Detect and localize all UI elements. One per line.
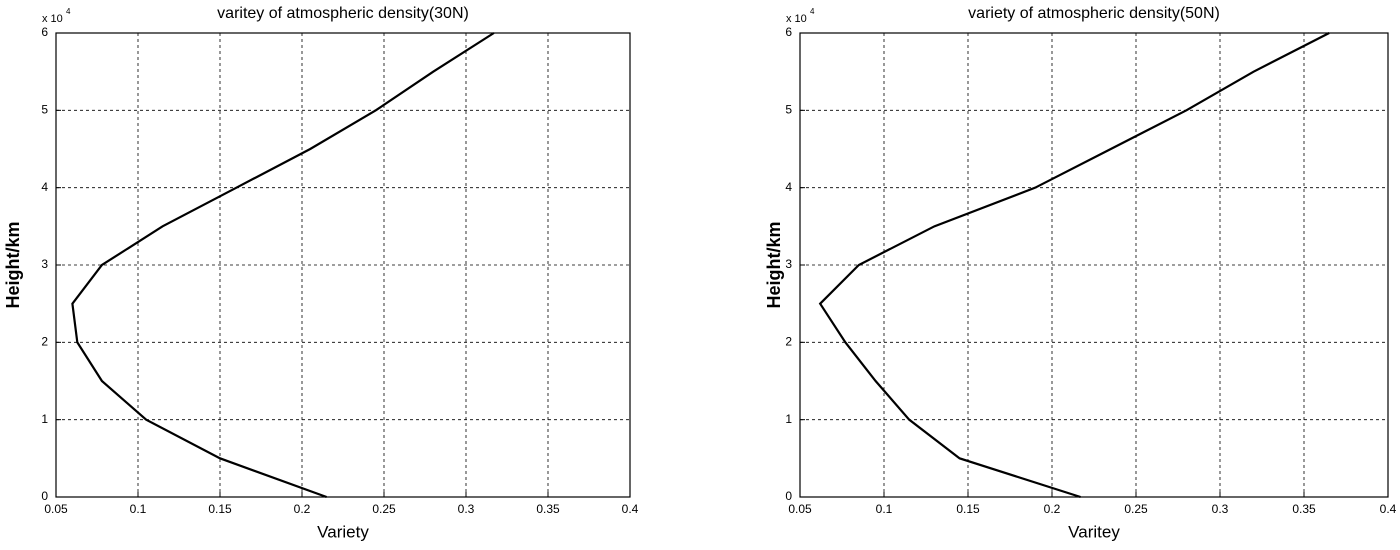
- x-tick-label: 0.1: [876, 502, 893, 516]
- x-tick-label: 0.2: [294, 502, 311, 516]
- x-tick-label: 0.15: [956, 502, 980, 516]
- y-tick-label: 3: [41, 257, 48, 271]
- x-tick-label: 0.2: [1044, 502, 1061, 516]
- y-tick-label: 0: [41, 489, 48, 503]
- x-axis-label: Varitey: [1068, 522, 1120, 541]
- y-tick-label: 6: [41, 25, 48, 39]
- x-tick-label: 0.15: [208, 502, 232, 516]
- x-tick-label: 0.4: [622, 502, 639, 516]
- x-tick-label: 0.35: [1292, 502, 1316, 516]
- x-tick-label: 0.4: [1380, 502, 1397, 516]
- x-tick-label: 0.25: [1124, 502, 1148, 516]
- plot-frame: [55, 32, 631, 498]
- x-tick-label: 0.3: [1212, 502, 1229, 516]
- x-axis-label: Variety: [317, 522, 369, 541]
- x-tick-label: 0.1: [130, 502, 147, 516]
- y-tick-label: 4: [785, 180, 792, 194]
- y-tick-label: 5: [41, 103, 48, 117]
- y-tick-label: 0: [785, 489, 792, 503]
- y-multiplier-exponent: 4: [66, 7, 71, 16]
- y-multiplier: x 10: [42, 13, 63, 25]
- y-multiplier-exponent: 4: [810, 7, 815, 16]
- chart-title: varitey of atmospheric density(30N): [217, 5, 469, 22]
- y-tick-label: 2: [785, 335, 792, 349]
- x-tick-label: 0.25: [372, 502, 396, 516]
- plot-frame: [799, 32, 1389, 498]
- y-tick-label: 5: [785, 103, 792, 117]
- y-multiplier: x 10: [786, 13, 807, 25]
- x-tick-label: 0.05: [44, 502, 68, 516]
- chart: 0.05 0.1 0.15 0.2 0.25 0.3 0.35 0.4 0 1 2 3 4 5 6 varit…: [3, 5, 639, 541]
- data-line: [71, 32, 495, 499]
- y-axis-label: Height/km: [764, 221, 784, 308]
- y-tick-label: 2: [41, 335, 48, 349]
- chart: 0.05 0.1 0.15 0.2 0.25 0.3 0.35 0.4 0 1 2 3 4 5 6 varie…: [764, 5, 1397, 541]
- y-tick-label: 6: [785, 25, 792, 39]
- y-axis-label: Height/km: [3, 221, 23, 308]
- x-tick-label: 0.05: [788, 502, 812, 516]
- x-tick-label: 0.3: [458, 502, 475, 516]
- y-tick-label: 1: [785, 412, 792, 426]
- x-tick-label: 0.35: [536, 502, 560, 516]
- chart-title: variety of atmospheric density(50N): [968, 5, 1220, 22]
- data-line: [818, 32, 1330, 499]
- y-tick-label: 4: [41, 180, 48, 194]
- y-tick-label: 1: [41, 412, 48, 426]
- y-tick-label: 3: [785, 257, 792, 271]
